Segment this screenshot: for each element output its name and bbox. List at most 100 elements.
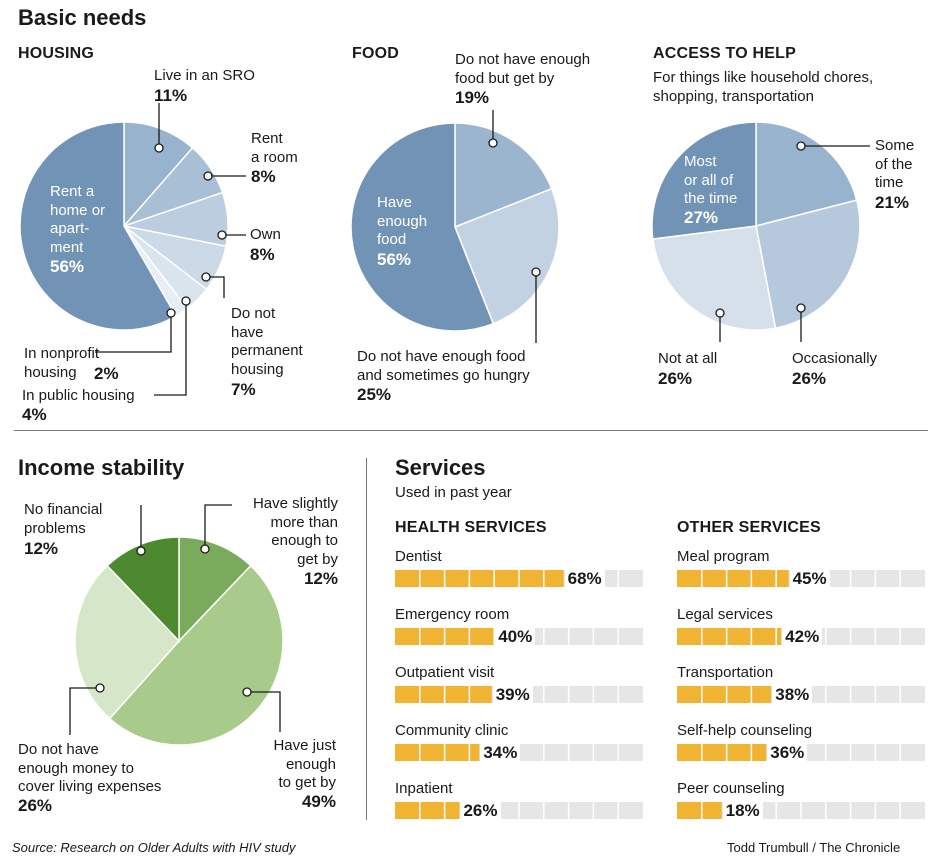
- pct-sro: 11%: [154, 86, 188, 105]
- leader-nonprofit: [95, 313, 172, 353]
- pct-public: 4%: [22, 405, 47, 424]
- horizontal-divider: [14, 430, 928, 431]
- other-value-1: 45%: [789, 568, 830, 589]
- pct-just: 49%: [301, 792, 336, 811]
- health-value-5: 26%: [460, 800, 501, 821]
- health-label-2: Emergency room: [395, 606, 510, 623]
- pct-nonprofit: 2%: [94, 364, 119, 383]
- pct-nofin: 12%: [24, 539, 59, 558]
- housing-title: HOUSING: [18, 45, 95, 62]
- leader-just: [247, 691, 281, 732]
- health-label-3: Outpatient visit: [395, 664, 495, 681]
- pct-notatall: 26%: [658, 369, 693, 388]
- pct-some: 21%: [875, 193, 910, 212]
- dot-own: [217, 230, 227, 240]
- access-slice-3: [651, 225, 777, 331]
- credit-note: Todd Trumbull / The Chronicle: [727, 840, 901, 855]
- health-value-4: 34%: [480, 742, 521, 763]
- health-bar-3: [395, 686, 492, 703]
- housing-pie-chart: [19, 121, 229, 331]
- label-own: Own: [250, 226, 281, 243]
- other-bar-3: [677, 686, 772, 703]
- access-slice-1: [755, 121, 858, 227]
- label-hungry: Do not have enough food and sometimes go …: [357, 348, 530, 384]
- dot-occ: [796, 303, 806, 313]
- health-bar-1: [395, 570, 564, 587]
- income-slice-1: [178, 536, 252, 643]
- pct-hungry: 25%: [357, 385, 392, 404]
- food-slice-2: [454, 187, 560, 325]
- other-label-4: Self-help counseling: [677, 722, 813, 739]
- other-bar-5: [677, 802, 722, 819]
- leader-slight: [204, 504, 232, 549]
- label-sro: Live in an SRO: [154, 67, 255, 84]
- label-rent-home: Rent a home or apart-ment: [50, 183, 106, 256]
- pct-occasionally: 26%: [792, 369, 827, 388]
- leader-notenough: [69, 687, 100, 735]
- dot-just: [242, 687, 252, 697]
- income-slice-4: [106, 536, 180, 643]
- health-label-4: Community clinic: [395, 722, 509, 739]
- dot-slight: [200, 544, 210, 554]
- access-subtitle: For things like household chores, shoppin…: [653, 69, 874, 105]
- label-most: Most or all of the time: [684, 153, 738, 207]
- label-getby: Do not have enough food but get by: [455, 51, 591, 87]
- housing-slice-1: [123, 121, 194, 228]
- income-slice-3: [74, 564, 181, 720]
- food-slice-3: [350, 122, 495, 332]
- housing-slice-7: [19, 121, 178, 331]
- other-label-5: Peer counseling: [677, 780, 785, 797]
- vertical-divider: [366, 458, 367, 820]
- health-value-1: 68%: [564, 568, 605, 589]
- dot-notenough: [95, 683, 105, 693]
- food-pie-chart: [350, 122, 560, 332]
- other-value-3: 38%: [772, 684, 813, 705]
- dot-notatall: [715, 308, 725, 318]
- dot-public: [181, 296, 191, 306]
- pct-room: 8%: [251, 167, 276, 186]
- income-slice-2: [108, 564, 284, 746]
- pct-notenough: 26%: [18, 796, 53, 815]
- pct-getby: 19%: [455, 88, 490, 107]
- food-slice-1: [454, 122, 553, 229]
- other-label-2: Legal services: [677, 606, 773, 623]
- access-title: ACCESS TO HELP: [653, 45, 796, 62]
- dot-sro: [154, 143, 164, 153]
- access-pie-chart: [651, 121, 861, 331]
- label-perm: Do not have permanent housing: [231, 305, 303, 378]
- other-value-4: 36%: [767, 742, 808, 763]
- access-slice-2: [755, 199, 861, 330]
- label-notatall: Not at all: [658, 350, 718, 367]
- dot-some: [796, 141, 806, 151]
- leader-dots: [95, 138, 806, 697]
- other-value-2: 42%: [782, 626, 823, 647]
- label-slight: Have slightly more than enough to get by: [252, 495, 338, 568]
- label-nonprofit: In nonprofit housing: [24, 345, 100, 381]
- label-occasionally: Occasionally: [792, 350, 878, 367]
- leader-lines: [69, 103, 870, 735]
- other-services-title: OTHER SERVICES: [677, 519, 821, 536]
- label-room: Rent a room: [251, 130, 298, 166]
- income-title: Income stability: [18, 455, 185, 480]
- pct-most: 27%: [684, 208, 719, 227]
- other-label-1: Meal program: [677, 548, 770, 565]
- leader-public: [154, 301, 187, 396]
- health-label-1: Dentist: [395, 548, 442, 565]
- leader-perm: [206, 276, 225, 298]
- dot-nonprofit: [166, 308, 176, 318]
- dot-hungry: [531, 267, 541, 277]
- pct-enough-food: 56%: [377, 250, 412, 269]
- label-some: Some of the time: [875, 137, 915, 191]
- health-value-3: 39%: [492, 684, 533, 705]
- dot-perm: [201, 272, 211, 282]
- services-subtitle: Used in past year: [395, 484, 512, 501]
- access-slice-4: [651, 121, 757, 240]
- dot-room: [203, 171, 213, 181]
- food-title: FOOD: [352, 45, 400, 62]
- health-label-5: Inpatient: [395, 780, 453, 797]
- page-title: Basic needs: [18, 5, 147, 30]
- label-just: Have just enough to get by: [273, 737, 336, 791]
- label-notenough: Do not have enough money to cover living e…: [18, 741, 162, 795]
- income-pie-chart: [74, 536, 284, 746]
- other-bar-1: [677, 570, 789, 587]
